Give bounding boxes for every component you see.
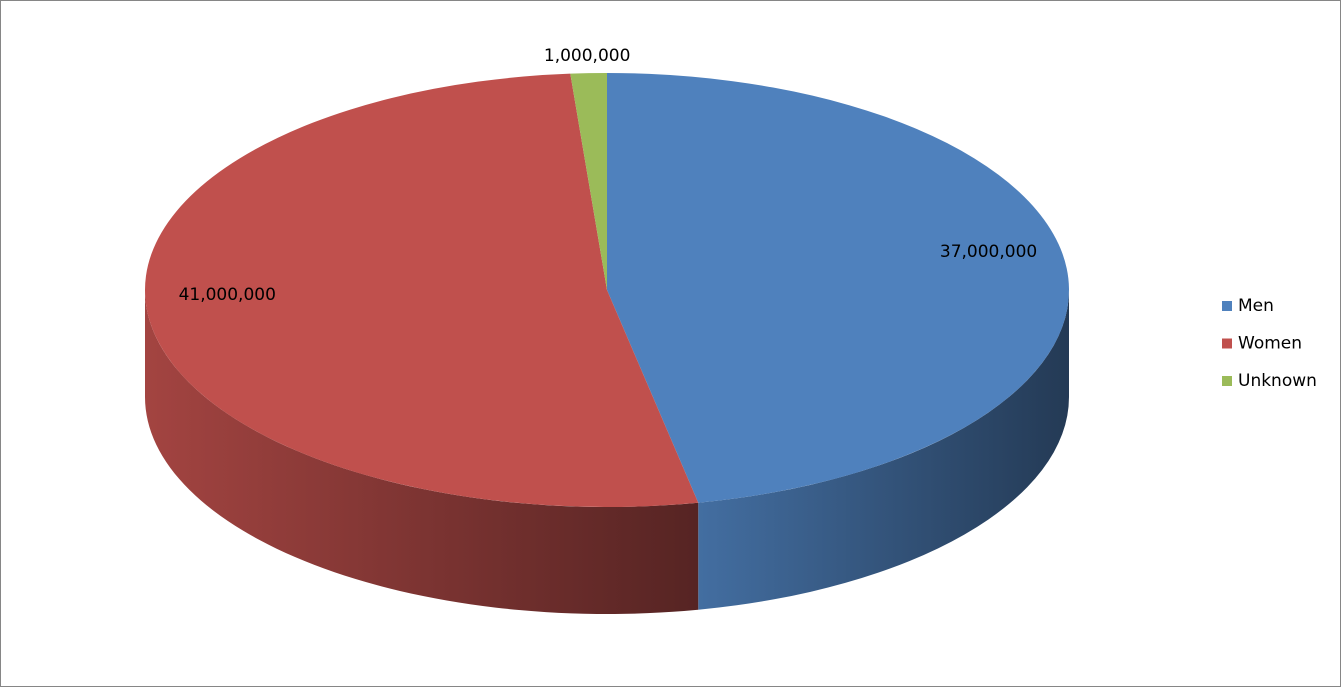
data-label: 41,000,000 xyxy=(179,285,276,305)
pie-sides xyxy=(145,290,1069,615)
slice xyxy=(570,73,607,290)
slice-side xyxy=(698,290,1069,610)
legend-swatch xyxy=(1222,376,1232,386)
legend-label: Unknown xyxy=(1238,371,1317,391)
slice xyxy=(145,73,699,507)
legend-label: Men xyxy=(1238,296,1274,316)
legend: Men Women Unknown xyxy=(1222,296,1317,391)
legend-swatch xyxy=(1222,301,1232,311)
legend-label: Women xyxy=(1238,334,1302,354)
labels: 37,000,000 41,000,000 1,000,000 xyxy=(179,46,1038,305)
slice-side xyxy=(145,290,699,615)
legend-swatch xyxy=(1222,338,1232,349)
slice xyxy=(607,73,1069,503)
data-label: 1,000,000 xyxy=(544,46,631,66)
pie-tops xyxy=(145,73,1069,507)
data-label: 37,000,000 xyxy=(940,242,1037,262)
